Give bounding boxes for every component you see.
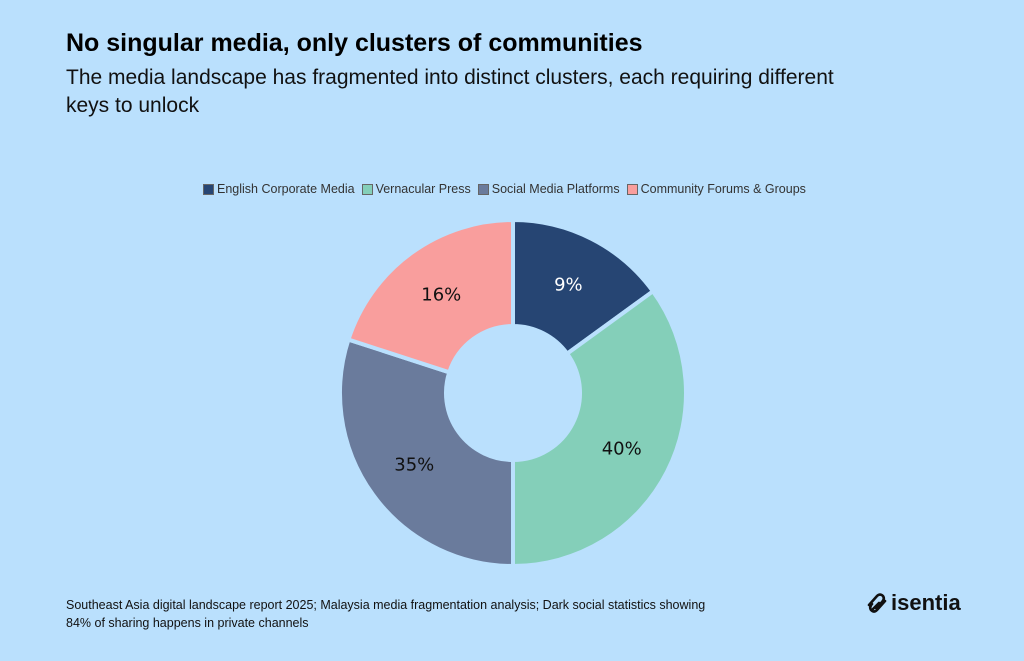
legend-label: Social Media Platforms xyxy=(491,182,620,196)
data-label: 40% xyxy=(602,438,642,459)
legend-swatch xyxy=(477,183,489,195)
slice-social-media-platforms[interactable] xyxy=(338,337,515,569)
slice-community-forums-groups[interactable] xyxy=(345,217,515,375)
data-label: 35% xyxy=(394,455,434,476)
chart-title: No singular media, only clusters of comm… xyxy=(66,29,643,57)
legend-item[interactable]: Community Forums & Groups xyxy=(626,182,806,196)
legend-label: Vernacular Press xyxy=(375,182,471,196)
slice-vernacular-press[interactable] xyxy=(511,288,688,569)
legend-label: English Corporate Media xyxy=(217,182,355,196)
legend-label: Community Forums & Groups xyxy=(640,182,806,196)
legend: English Corporate Media Vernacular Press… xyxy=(203,182,806,196)
data-label: 9% xyxy=(554,274,583,295)
logo-icon xyxy=(867,593,887,613)
chart-subtitle: The media landscape has fragmented into … xyxy=(66,66,834,117)
source-note: Southeast Asia digital landscape report … xyxy=(66,598,706,630)
isentia-logo: isentia xyxy=(866,590,961,616)
legend-item[interactable]: Vernacular Press xyxy=(361,182,471,196)
legend-swatch xyxy=(626,183,638,195)
data-label: 16% xyxy=(421,284,461,305)
legend-item[interactable]: English Corporate Media xyxy=(203,182,355,196)
legend-swatch xyxy=(361,183,373,195)
legend-item[interactable]: Social Media Platforms xyxy=(477,182,620,196)
legend-swatch xyxy=(203,183,214,195)
slice-english-corporate-media[interactable] xyxy=(511,217,656,357)
logo-text: isentia xyxy=(891,590,961,615)
